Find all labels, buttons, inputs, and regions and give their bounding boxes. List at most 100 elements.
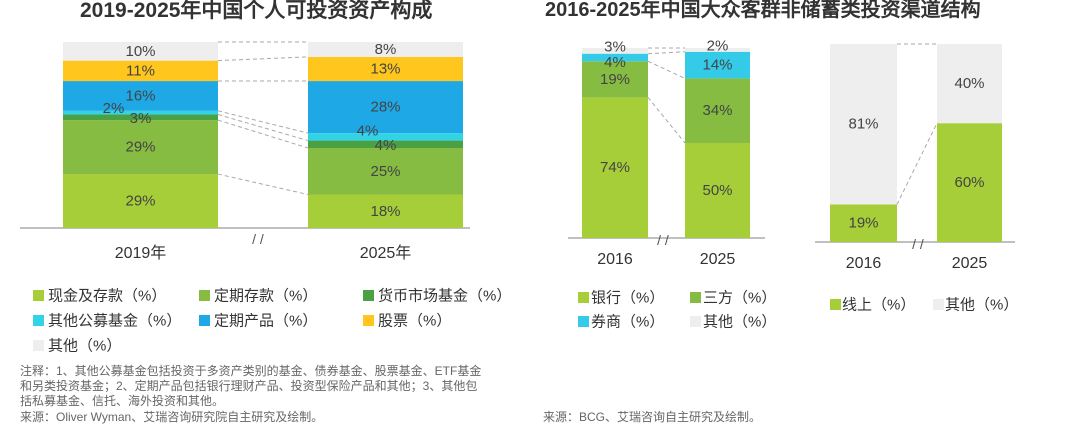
bar-segment — [830, 44, 897, 205]
bar-segment — [685, 78, 750, 143]
legend-label: 定期存款（%） — [214, 288, 317, 305]
right-b-axis-break-mark: / / — [912, 236, 924, 252]
bar-segment — [63, 120, 218, 175]
data-label: 29% — [125, 139, 155, 156]
bar-segment — [582, 53, 648, 62]
segment-connector-line — [217, 110, 309, 134]
data-label: 4% — [357, 122, 379, 139]
channel-structure-stacked-bar-chart: 2016 2025 74% 19%4%3% 50% 34% 14% 2% 银行（%） 三方（%） 券… — [568, 37, 776, 331]
legend-label: 其他公募基金（%） — [48, 313, 181, 330]
left-source-note: 来源：Oliver Wyman、艾瑞咨询研究院自主研究及绘制。 — [20, 409, 323, 424]
category-label: 2025年 — [360, 244, 412, 262]
bar-segment — [937, 123, 1002, 242]
data-label: 40% — [954, 75, 984, 92]
data-label: 2% — [103, 100, 125, 117]
bar-segment — [308, 42, 463, 57]
data-label: 60% — [954, 174, 984, 191]
bar-segment — [308, 140, 463, 149]
legend-label: 其他（%） — [48, 338, 121, 355]
legend-swatch — [578, 316, 589, 327]
right-a-axis-break-mark: / / — [657, 232, 669, 248]
legend-swatch — [33, 315, 44, 326]
legend-swatch — [199, 315, 210, 326]
legend-label: 其他（%） — [945, 297, 1018, 314]
category-label: 2016 — [846, 255, 882, 272]
legend-swatch — [578, 292, 589, 303]
legend-label: 银行（%） — [591, 290, 664, 307]
segment-connector-line — [896, 122, 938, 205]
bar-segment — [582, 61, 648, 98]
right-source-note: 来源：BCG、艾瑞咨询自主研究及绘制。 — [543, 409, 761, 424]
legend-label: 券商（%） — [591, 314, 664, 331]
segment-connector-line — [217, 56, 309, 62]
legend-swatch — [33, 340, 44, 351]
data-label: 8% — [375, 41, 397, 58]
bar-segment — [582, 48, 648, 54]
data-label: 16% — [125, 87, 155, 104]
left-note-line-3: 括私募基金、信托、海外投资和其他。 — [20, 393, 224, 408]
data-label: 28% — [370, 99, 400, 116]
data-label: 25% — [370, 163, 400, 180]
bar-segment — [582, 97, 648, 239]
legend-swatch — [830, 299, 841, 310]
segment-connector-line — [217, 173, 309, 196]
bar-segment — [63, 110, 218, 115]
bar-segment — [685, 143, 750, 238]
data-label: 4% — [604, 54, 626, 71]
data-label: 11% — [126, 62, 155, 79]
left-note-line-1: 注释：1、其他公募基金包括投资于多资产类别的基金、债券基金、股票基金、ETF基金 — [20, 363, 481, 378]
bar-segment — [937, 44, 1002, 124]
legend-label: 定期产品（%） — [214, 313, 317, 330]
bar-segment — [308, 148, 463, 195]
left-note-line-2: 和另类投资基金；2、定期产品包括银行理财产品、投资型保险产品和其他；3、其他包 — [20, 378, 477, 393]
left-axis-break-mark: / / — [252, 231, 264, 247]
bar-segment — [308, 194, 463, 228]
legend-swatch — [33, 290, 44, 301]
data-label: 13% — [370, 60, 400, 77]
legend-label: 货币市场基金（%） — [378, 288, 511, 305]
online-channel-stacked-bar-chart: 2016 2025 19% 81% 60% 40% 线上（%） 其他（%） — [815, 43, 1018, 314]
data-label: 81% — [848, 116, 878, 133]
segment-connector-line — [217, 114, 309, 142]
data-label: 50% — [702, 182, 732, 199]
data-label: 19% — [848, 215, 878, 232]
data-label: 2% — [707, 37, 729, 54]
bar-segment — [308, 133, 463, 141]
segment-connector-line — [217, 119, 309, 149]
legend-swatch — [363, 290, 374, 301]
category-label: 2025 — [700, 251, 736, 268]
data-label: 10% — [125, 43, 155, 60]
data-label: 3% — [604, 38, 626, 55]
legend-label: 现金及存款（%） — [48, 288, 166, 305]
right-chart-title: 2016-2025年中国大众客群非储蓄类投资渠道结构 — [545, 0, 981, 21]
bar-segment — [685, 51, 750, 79]
segment-connector-line — [647, 60, 686, 79]
data-label: 4% — [375, 137, 397, 154]
asset-composition-stacked-bar-chart: 2019年 2025年 29% 29% 3% 2%16% 11% 10% 18% 25% 4%4% 2… — [20, 41, 511, 355]
segment-connector-line — [647, 51, 686, 55]
legend-label: 三方（%） — [703, 290, 776, 307]
bar-segment — [63, 60, 218, 82]
legend-swatch — [199, 290, 210, 301]
data-label: 19% — [600, 71, 630, 88]
data-label: 14% — [702, 57, 732, 74]
legend-label: 线上（%） — [842, 297, 915, 314]
data-label: 18% — [370, 203, 400, 220]
bar-segment — [308, 81, 463, 134]
left-chart-title: 2019-2025年中国个人可投资资产构成 — [80, 0, 432, 22]
legend-swatch — [690, 292, 701, 303]
bar-segment — [685, 48, 750, 52]
category-label: 2025 — [952, 255, 988, 272]
legend-swatch — [690, 316, 701, 327]
bar-segment — [63, 81, 218, 111]
bar-segment — [63, 42, 218, 61]
category-label: 2016 — [597, 251, 633, 268]
legend-label: 股票（%） — [378, 313, 451, 330]
segment-connector-line — [647, 97, 686, 144]
bar-segment — [308, 56, 463, 82]
data-label: 29% — [125, 193, 155, 210]
bar-segment — [63, 174, 218, 228]
legend-swatch — [363, 315, 374, 326]
data-label: 3% — [130, 110, 152, 127]
